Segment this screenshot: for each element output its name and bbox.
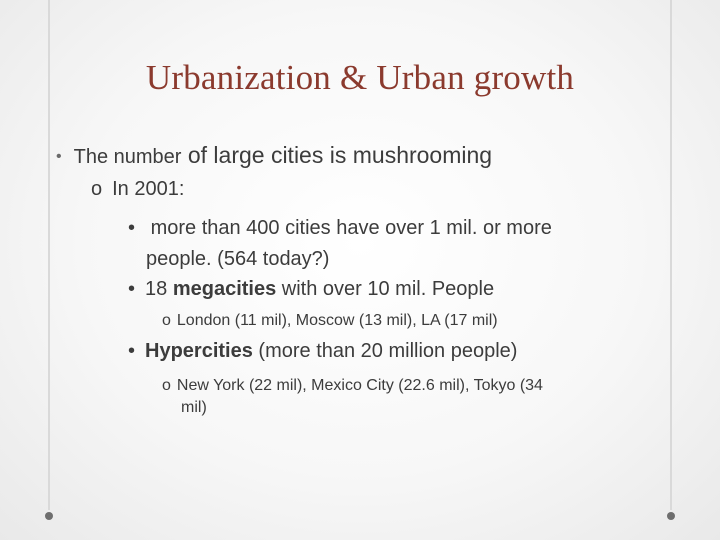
bullet-6-marker: • <box>128 340 136 362</box>
bullet-6: • Hypercities (more than 20 million peopl… <box>128 340 517 363</box>
bullet-2: o In 2001: <box>91 178 184 201</box>
bullet-1: • The number of large cities is mushroomi… <box>56 142 492 169</box>
bullet-5-text: London (11 mil), Moscow (13 mil), LA (17… <box>176 312 498 329</box>
slide-title: Urbanization & Urban growth <box>145 58 575 97</box>
bullet-7: o New York (22 mil), Mexico City (22.6 mi… <box>162 375 662 419</box>
bullet-5: o London (11 mil), Moscow (13 mil), LA (1… <box>162 312 498 330</box>
right-corner-dot-icon <box>667 512 675 520</box>
frame-right-line <box>670 0 672 510</box>
bullet-1-text-small: The number <box>73 146 182 168</box>
bullet-2-marker: o <box>91 178 103 200</box>
bullet-4-marker: • <box>128 278 136 300</box>
bullet-3-marker: • <box>128 217 136 239</box>
bullet-5-marker: o <box>162 312 171 329</box>
bullet-2-text: In 2001: <box>112 178 185 200</box>
bullet-4-pre: 18 <box>145 278 173 300</box>
bullet-3: • more than 400 cities have over 1 mil. … <box>128 213 648 275</box>
bullet-6-bold: Hypercities <box>145 340 253 362</box>
bullet-7-marker: o <box>162 377 171 394</box>
bullet-1-marker: • <box>56 148 62 165</box>
frame-left-line <box>48 0 50 510</box>
bullet-4-post: with over 10 mil. People <box>276 278 495 300</box>
bullet-1-text-large: of large cities is mushrooming <box>181 142 493 168</box>
bullet-4-bold: megacities <box>172 278 277 300</box>
bullet-3-line2: people. (564 today?) <box>146 248 330 270</box>
bullet-3-line1: more than 400 cities have over 1 mil. or… <box>145 217 552 239</box>
bullet-7-line1: New York (22 mil), Mexico City (22.6 mil… <box>176 377 543 394</box>
bullet-6-post: (more than 20 million people) <box>252 340 518 362</box>
left-corner-dot-icon <box>45 512 53 520</box>
bullet-4: • 18 megacities with over 10 mil. People <box>128 278 494 301</box>
bullet-7-line2: mil) <box>181 399 207 416</box>
